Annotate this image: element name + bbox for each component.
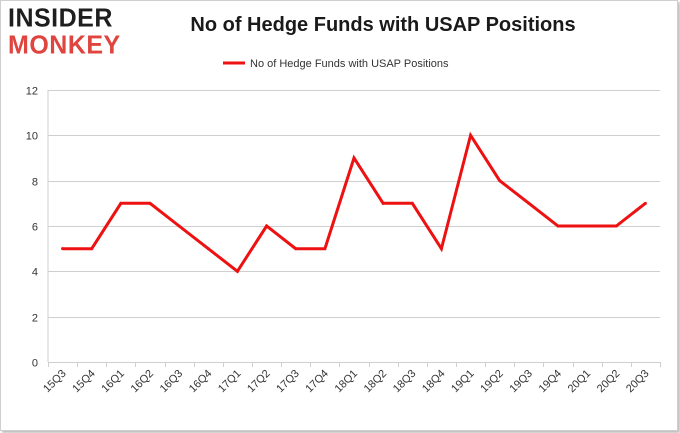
x-tick-label: 15Q4 — [70, 368, 98, 396]
x-tick-label: 17Q3 — [274, 368, 302, 396]
grid-lines — [48, 90, 660, 363]
x-tick-label: 16Q2 — [129, 368, 157, 396]
data-point — [206, 247, 210, 251]
y-tick-label: 12 — [26, 86, 38, 98]
series-layer — [61, 131, 647, 274]
x-tick-label: 20Q2 — [595, 368, 623, 396]
data-point — [556, 224, 560, 228]
data-point — [498, 179, 502, 183]
x-tick-label: 20Q1 — [566, 368, 594, 396]
y-tick-label: 4 — [32, 267, 38, 279]
legend-label: No of Hedge Funds with USAP Positions — [250, 58, 449, 70]
x-tick-label: 18Q4 — [420, 368, 448, 396]
x-tick-label: 20Q3 — [624, 368, 652, 396]
data-point — [265, 224, 269, 228]
x-tick-label: 19Q1 — [449, 368, 477, 396]
x-tick-label: 16Q4 — [187, 368, 215, 396]
data-point — [323, 247, 327, 251]
data-point — [148, 201, 152, 205]
x-tick-label: 15Q3 — [41, 368, 69, 396]
x-tick-label: 17Q4 — [303, 368, 331, 396]
x-tick-label: 19Q4 — [537, 368, 565, 396]
data-point — [585, 224, 589, 228]
chart-title: No of Hedge Funds with USAP Positions — [190, 14, 576, 36]
data-point — [643, 201, 647, 205]
data-point — [439, 247, 443, 251]
x-tick-label: 19Q3 — [507, 368, 535, 396]
data-point — [614, 224, 618, 228]
x-tick-label: 18Q1 — [333, 368, 361, 396]
x-tick-label: 17Q2 — [245, 368, 273, 396]
y-tick-label: 2 — [32, 313, 38, 325]
data-point — [352, 156, 356, 160]
legend: No of Hedge Funds with USAP Positions — [223, 58, 449, 70]
logo-line-2: MONKEY — [8, 30, 121, 60]
data-point — [119, 201, 123, 205]
x-axis: 15Q3 15Q4 16Q1 16Q2 16Q3 16Q4 17Q1 17Q2 17Q3 17Q4… — [41, 362, 661, 396]
data-point — [381, 201, 385, 205]
y-tick-label: 10 — [26, 131, 38, 143]
y-axis: 0 2 4 6 8 10 12 — [26, 86, 49, 370]
data-point — [177, 224, 181, 228]
logo-line-1: INSIDER — [8, 3, 113, 33]
data-point — [527, 201, 531, 205]
y-tick-label: 6 — [32, 222, 38, 234]
insider-monkey-logo: INSIDER MONKEY — [8, 3, 121, 60]
data-point — [410, 201, 414, 205]
y-tick-label: 8 — [32, 177, 38, 189]
x-tick-label: 18Q3 — [391, 368, 419, 396]
data-point — [90, 247, 94, 251]
data-point — [469, 133, 473, 137]
x-tick-label: 16Q3 — [158, 368, 186, 396]
x-tick-label: 18Q2 — [362, 368, 390, 396]
y-tick-label: 0 — [32, 358, 38, 370]
data-point — [294, 247, 298, 251]
x-tick-label: 16Q1 — [99, 368, 127, 396]
x-tick-label: 19Q2 — [478, 368, 506, 396]
data-point — [235, 269, 239, 273]
data-point — [61, 247, 65, 251]
x-tick-label: 17Q1 — [216, 368, 244, 396]
